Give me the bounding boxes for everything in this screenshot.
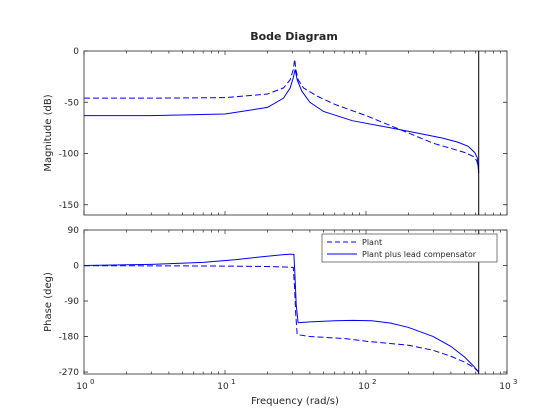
x-tick-label-exponent: 0 <box>90 378 94 386</box>
x-axis-label: Frequency (rad/s) <box>251 396 339 407</box>
phase-ytick-label: 90 <box>68 226 80 236</box>
magnitude-ytick-label: 0 <box>73 47 79 57</box>
x-tick-label-exponent: 3 <box>513 378 517 386</box>
magnitude-ytick-label: -100 <box>59 150 80 160</box>
x-tick-label-exponent: 1 <box>231 378 235 386</box>
magnitude-ytick-label: -50 <box>64 98 79 108</box>
legend: Plant Plant plus lead compensator <box>321 233 498 263</box>
phase-ytick-label: -90 <box>64 297 79 307</box>
x-tick-label: 10 <box>499 382 511 392</box>
phase-ytick-label: -180 <box>59 333 80 343</box>
magnitude-axes-box <box>83 50 508 216</box>
magnitude-panel: 0 -50 -100 -150 Magnitude (dB) <box>43 47 508 216</box>
x-tick-label: 10 <box>217 382 229 392</box>
phase-series-plant <box>83 265 480 373</box>
x-tick-label: 10 <box>358 382 370 392</box>
chart-title: Bode Diagram <box>250 30 338 43</box>
phase-series-plant-plus-lead-compensator <box>83 253 480 373</box>
magnitude-ytick-label: -150 <box>59 201 80 211</box>
phase-ytick-label: 0 <box>73 262 79 272</box>
x-tick-label: 10 <box>76 382 88 392</box>
x-tick-label-exponent: 2 <box>372 378 376 386</box>
legend-box <box>321 233 498 263</box>
legend-label-plant: Plant <box>362 238 382 247</box>
phase-axis-label: Phase (deg) <box>43 272 54 332</box>
phase-ytick-label: -270 <box>59 368 80 378</box>
magnitude-series-plant-plus-lead-compensator <box>84 69 480 174</box>
legend-label-plant-plus-lead: Plant plus lead compensator <box>362 250 477 259</box>
magnitude-series-plant <box>84 59 479 167</box>
magnitude-axis-label: Magnitude (dB) <box>43 94 54 171</box>
